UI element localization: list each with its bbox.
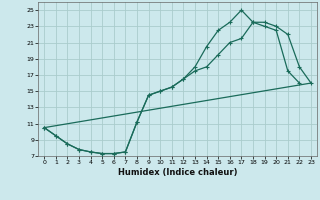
X-axis label: Humidex (Indice chaleur): Humidex (Indice chaleur) <box>118 168 237 177</box>
